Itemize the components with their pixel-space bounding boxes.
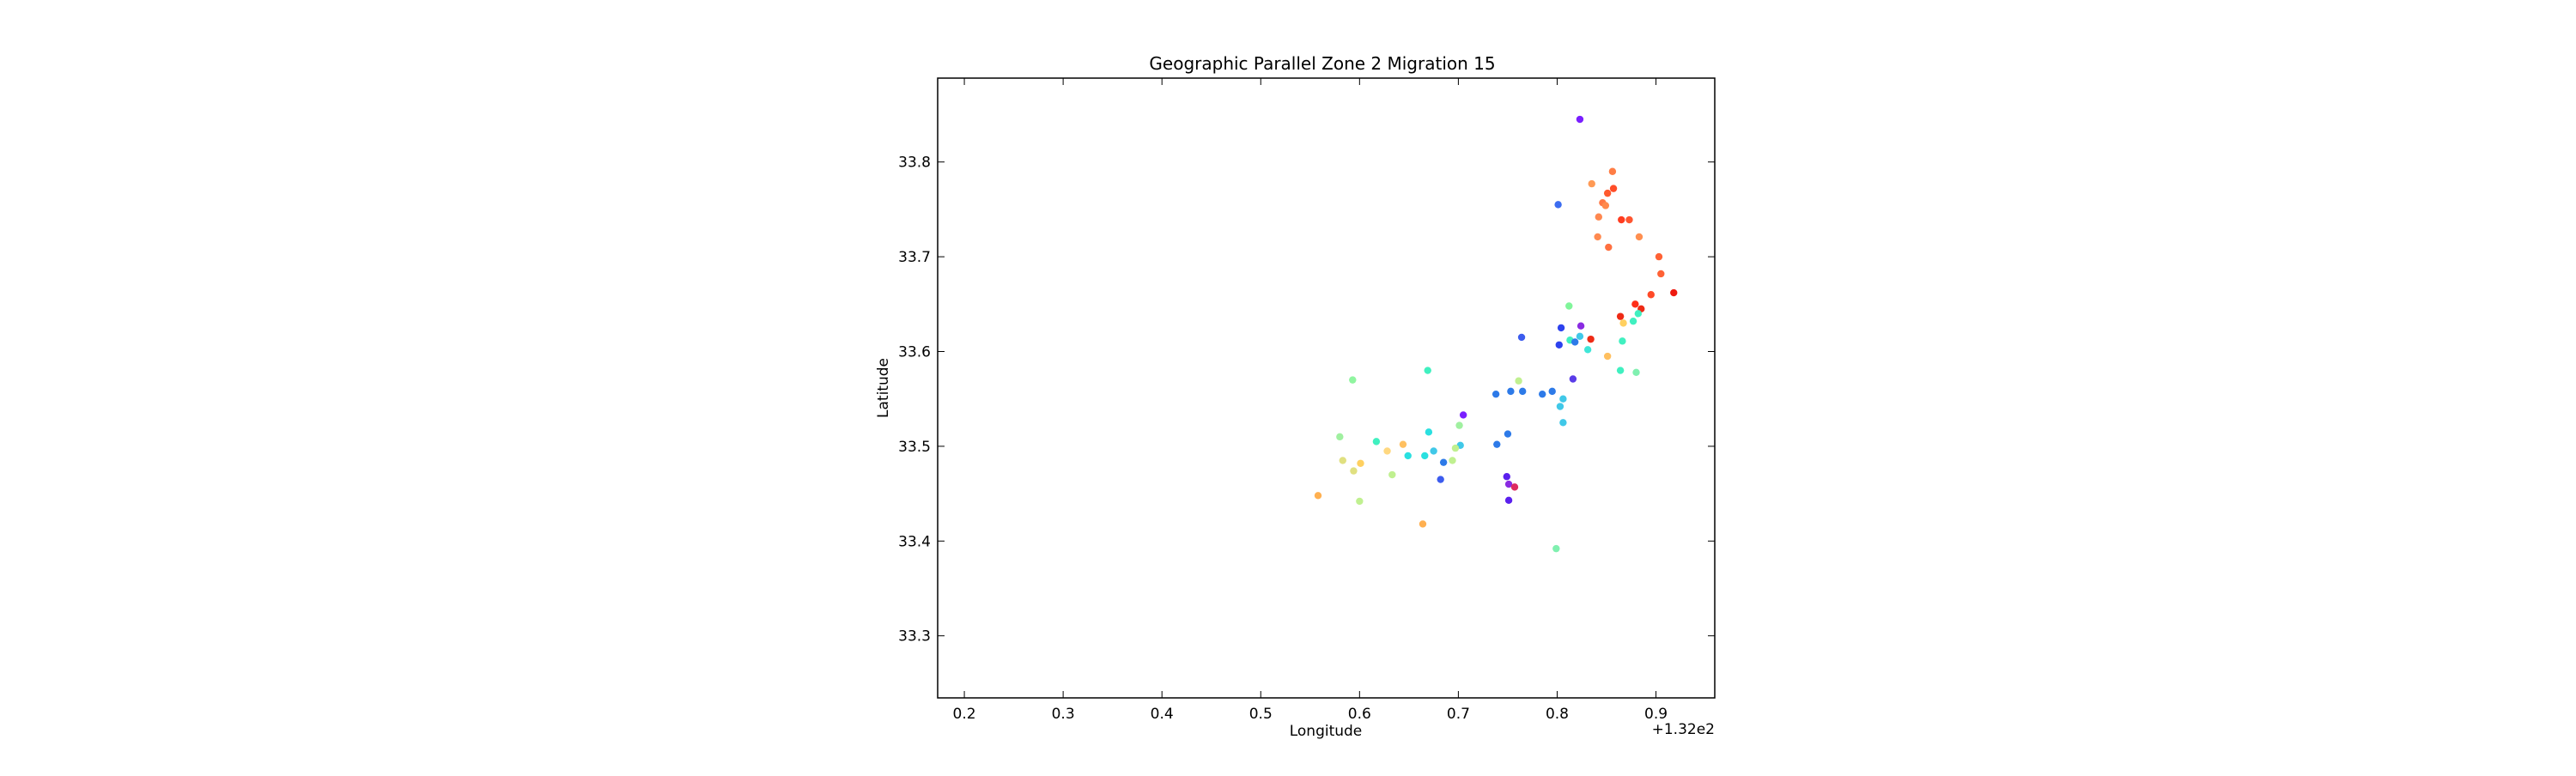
data-point <box>1504 496 1513 505</box>
data-point <box>1587 335 1595 343</box>
y-tick-label: 33.3 <box>898 628 931 646</box>
y-tick-label: 33.4 <box>898 533 931 550</box>
data-point <box>1437 476 1444 483</box>
data-point <box>1576 115 1584 124</box>
data-point <box>1634 310 1643 318</box>
data-point <box>1388 470 1396 479</box>
data-point <box>1424 367 1431 374</box>
data-point <box>1451 444 1460 452</box>
data-point <box>1647 291 1655 299</box>
data-point <box>1576 332 1584 341</box>
x-tick-label: 0.7 <box>1447 706 1470 723</box>
data-point <box>1605 243 1613 252</box>
x-axis: 0.2 0.3 0.4 0.5 0.6 0.7 0.8 0.9 <box>953 78 1668 723</box>
data-point <box>1336 433 1344 441</box>
data-point <box>1609 185 1618 192</box>
chart-title: Geographic Parallel Zone 2 Migration 15 <box>1149 53 1495 74</box>
x-tick-label: 0.6 <box>1348 706 1371 723</box>
data-point <box>1595 213 1602 221</box>
data-point <box>1565 302 1573 310</box>
data-point <box>1504 480 1513 488</box>
data-point <box>1449 457 1456 464</box>
data-point <box>1503 473 1510 481</box>
y-tick-label: 33.7 <box>898 249 931 266</box>
data-point <box>1518 387 1527 396</box>
x-tick-label: 0.5 <box>1249 706 1273 723</box>
data-point <box>1657 270 1665 278</box>
data-point <box>1557 324 1565 332</box>
data-point <box>1583 346 1592 354</box>
data-point <box>1349 376 1357 384</box>
x-tick-label: 0.9 <box>1644 706 1668 723</box>
x-tick-label: 0.3 <box>1052 706 1075 723</box>
data-point <box>1399 440 1407 448</box>
data-point <box>1504 430 1512 438</box>
data-point <box>1655 252 1663 261</box>
data-point <box>1571 338 1579 346</box>
data-point <box>1601 202 1610 209</box>
x-tick-label: 0.2 <box>953 706 976 723</box>
data-point <box>1554 201 1562 209</box>
plot-frame <box>937 77 1716 699</box>
data-point <box>1339 457 1346 464</box>
data-point <box>1555 341 1563 349</box>
data-point <box>1631 300 1639 308</box>
data-point <box>1493 440 1501 448</box>
data-point <box>1632 368 1640 376</box>
data-point <box>1421 452 1429 460</box>
data-point <box>1404 452 1412 460</box>
data-point <box>1618 215 1625 224</box>
data-point <box>1559 419 1567 427</box>
data-point <box>1603 352 1612 361</box>
x-axis-offset-label: +1.32e2 <box>1652 721 1715 738</box>
data-point <box>1507 387 1515 396</box>
data-point <box>1419 520 1427 528</box>
data-point <box>1625 215 1633 224</box>
data-point <box>1492 390 1500 398</box>
data-point <box>1459 411 1467 419</box>
data-point <box>1356 497 1364 506</box>
data-point <box>1425 428 1433 436</box>
data-point <box>1455 421 1463 429</box>
data-point <box>1430 447 1437 455</box>
y-tick-label: 33.6 <box>898 343 931 361</box>
data-point <box>1588 179 1595 188</box>
x-tick-label: 0.4 <box>1151 706 1174 723</box>
y-axis: 33.3 33.4 33.5 33.6 33.7 33.8 <box>898 155 1715 646</box>
data-point <box>1548 387 1556 396</box>
data-point <box>1439 458 1448 466</box>
data-point <box>1616 367 1625 374</box>
data-point <box>1357 459 1364 467</box>
data-point <box>1383 447 1391 455</box>
data-point <box>1552 544 1560 553</box>
data-point <box>1569 375 1577 383</box>
plot-area <box>1314 115 1678 553</box>
y-tick-label: 33.5 <box>898 439 931 456</box>
data-point <box>1619 319 1627 327</box>
data-point <box>1629 317 1637 325</box>
data-point <box>1510 483 1519 491</box>
y-axis-label: Latitude <box>875 358 892 418</box>
data-point <box>1539 390 1546 398</box>
data-point <box>1616 312 1625 320</box>
data-point <box>1619 337 1626 345</box>
y-tick-label: 33.8 <box>898 155 931 172</box>
data-point <box>1517 333 1526 342</box>
data-point <box>1515 377 1522 385</box>
data-point <box>1577 322 1585 330</box>
data-point <box>1635 233 1643 241</box>
data-point <box>1556 403 1564 410</box>
x-axis-label: Longitude <box>1290 723 1363 740</box>
data-point <box>1350 467 1358 475</box>
data-point <box>1559 395 1567 403</box>
data-point <box>1594 233 1601 241</box>
data-point <box>1608 167 1617 175</box>
x-tick-label: 0.8 <box>1546 706 1569 723</box>
data-point <box>1372 438 1381 446</box>
data-point <box>1670 288 1678 297</box>
data-point <box>1603 189 1612 197</box>
data-point <box>1314 492 1322 500</box>
